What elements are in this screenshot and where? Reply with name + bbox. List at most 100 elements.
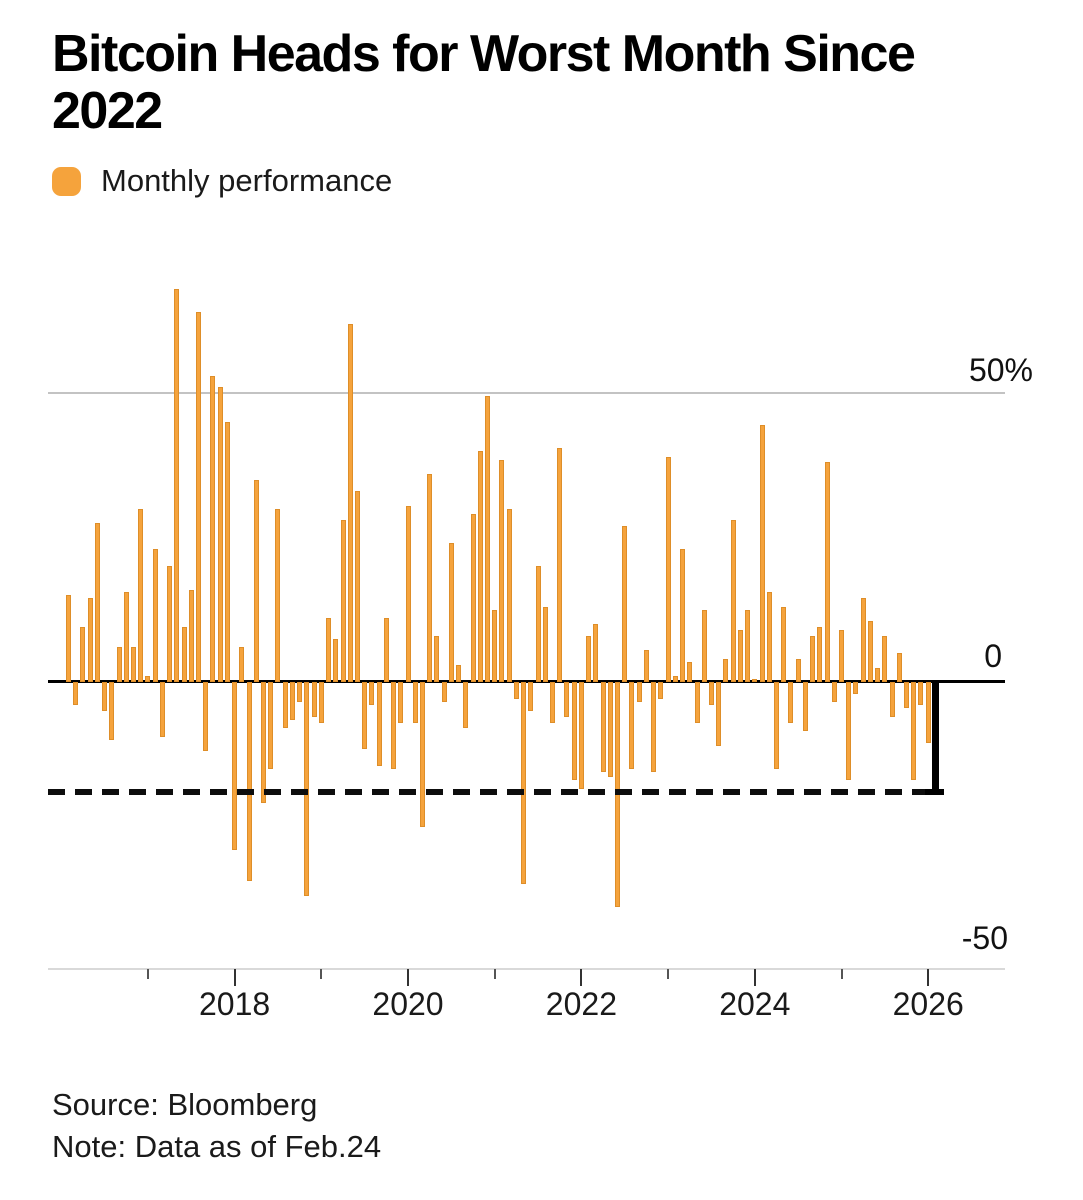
bar-2019-09 [376, 682, 382, 766]
bar-2025-05 [867, 621, 873, 682]
bar-2020-11 [477, 450, 483, 682]
bar-2022-01 [578, 682, 584, 789]
gridline-neg50pct [48, 968, 1005, 970]
bar-2019-03 [333, 638, 339, 682]
bar-2025-08 [889, 682, 895, 717]
bar-2022-09 [636, 682, 642, 703]
bar-2017-04 [167, 566, 173, 682]
bar-2021-05 [521, 682, 527, 885]
current-month-bar-2026-02 [931, 682, 939, 789]
bar-2024-03 [766, 592, 772, 682]
bar-2021-09 [550, 682, 555, 723]
bar-2021-10 [557, 447, 563, 682]
x-tick-2026 [927, 969, 930, 986]
bar-2024-09 [810, 635, 816, 682]
x-axis-label-2020: 2020 [372, 986, 444, 1022]
bar-2020-08 [456, 664, 461, 682]
bar-2018-01 [232, 682, 238, 850]
bar-2023-08 [716, 682, 722, 746]
bar-2017-02 [152, 549, 158, 682]
dashed-reference-line [48, 788, 926, 795]
bar-2023-05 [694, 682, 700, 723]
bar-2022-12 [658, 682, 664, 700]
bar-2019-06 [354, 491, 360, 682]
bar-2025-09 [896, 653, 902, 682]
bar-2024-01 [752, 679, 758, 682]
x-tick-2017 [146, 969, 149, 979]
bar-2019-05 [347, 323, 353, 682]
x-tick-2023 [667, 969, 670, 979]
x-tick-2018 [233, 969, 236, 986]
bar-2025-10 [904, 682, 909, 708]
bar-2019-12 [398, 682, 404, 723]
bar-2024-08 [802, 682, 808, 732]
bar-2017-11 [217, 387, 223, 682]
bar-2020-03 [419, 682, 425, 827]
bar-2022-07 [622, 525, 628, 682]
bar-2016-03 [73, 682, 79, 706]
bar-2018-09 [289, 682, 295, 720]
x-axis-label-2018: 2018 [199, 986, 271, 1022]
bar-2016-07 [102, 682, 107, 711]
bar-2016-05 [87, 598, 93, 682]
bar-2016-09 [116, 647, 122, 682]
x-tick-2021 [493, 969, 496, 979]
bar-2024-07 [795, 658, 801, 682]
legend-label: Monthly performance [101, 163, 393, 198]
bar-2021-02 [499, 459, 505, 682]
x-axis-label-2026: 2026 [892, 986, 964, 1022]
bar-2025-12 [918, 682, 924, 706]
bar-2024-06 [788, 682, 794, 723]
y-axis-label-50: 50% [968, 352, 1033, 388]
bar-2016-02 [65, 595, 71, 682]
chart-title: Bitcoin Heads for Worst Month Since 2022 [52, 26, 1042, 140]
bar-2024-04 [773, 682, 779, 769]
bar-2021-04 [513, 682, 519, 700]
bar-2022-10 [643, 650, 649, 682]
bar-2025-04 [860, 598, 866, 682]
bar-2020-12 [484, 395, 490, 682]
x-tick-2025 [840, 969, 843, 979]
bar-2025-03 [853, 682, 859, 694]
y-axis-label-neg50: -50 [961, 920, 1008, 956]
footer: Source: Bloomberg Note: Data as of Feb.2… [52, 1084, 381, 1168]
bar-2022-05 [607, 682, 613, 778]
bar-2020-06 [441, 682, 447, 703]
bar-2023-12 [745, 609, 750, 683]
chart-title-line2: 2022 [52, 82, 163, 140]
bar-2017-12 [224, 421, 230, 682]
bar-2017-05 [174, 289, 180, 682]
bar-2023-03 [680, 549, 685, 682]
bar-2021-01 [492, 609, 498, 683]
bar-2021-06 [528, 682, 534, 711]
bar-2018-10 [297, 682, 303, 703]
bar-2020-01 [405, 505, 411, 682]
bar-2016-12 [138, 508, 144, 682]
bar-2019-01 [318, 682, 324, 723]
bar-2023-06 [701, 609, 707, 683]
bar-2018-08 [282, 682, 288, 729]
bar-2019-07 [362, 682, 368, 749]
bar-2024-02 [759, 424, 765, 682]
bar-2017-03 [159, 682, 165, 737]
bar-2022-08 [629, 682, 635, 769]
bar-2019-04 [340, 520, 346, 682]
bar-2016-08 [109, 682, 115, 740]
bar-2022-04 [600, 682, 606, 772]
bar-2025-07 [882, 635, 888, 682]
bar-2023-02 [672, 676, 678, 682]
bar-2018-02 [239, 647, 245, 682]
bar-2022-03 [593, 624, 599, 682]
bar-2019-02 [326, 618, 331, 682]
bar-2021-12 [571, 682, 577, 781]
bar-2023-04 [687, 661, 693, 682]
chart-title-line1: Bitcoin Heads for Worst Month Since [52, 25, 916, 83]
bar-2020-04 [427, 473, 433, 682]
bar-2018-05 [261, 682, 266, 804]
bar-2017-07 [188, 589, 194, 682]
bar-2018-07 [275, 508, 281, 682]
bar-2016-04 [80, 627, 86, 682]
bar-2016-10 [123, 592, 129, 682]
bar-2019-08 [369, 682, 375, 706]
